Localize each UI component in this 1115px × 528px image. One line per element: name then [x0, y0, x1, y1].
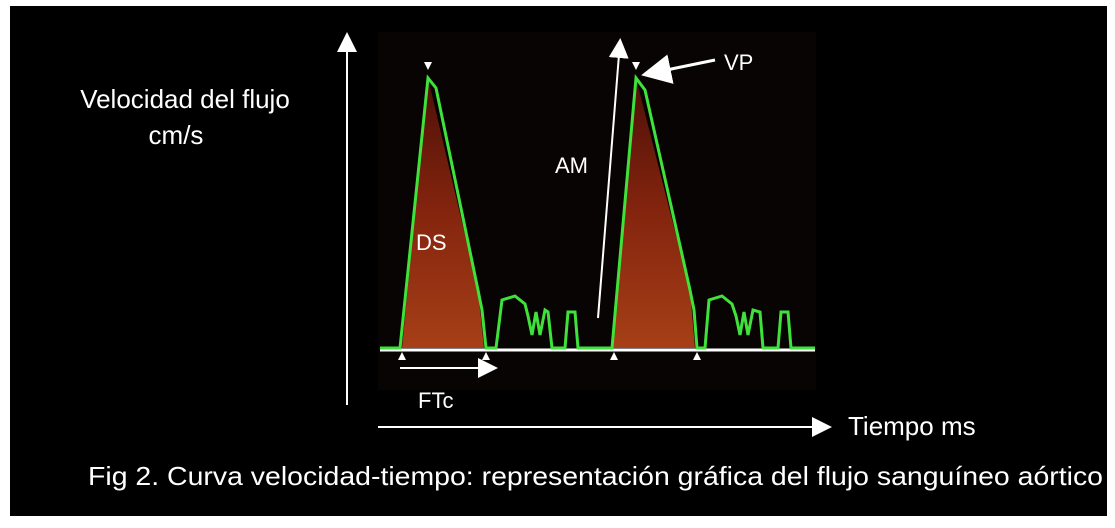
x-axis-label: Tiempo ms	[848, 411, 976, 441]
annotation-am: AM	[555, 153, 588, 178]
annotation-vp: VP	[724, 50, 753, 75]
annotation-ds: DS	[416, 230, 447, 255]
annotation-ftc: FTc	[418, 388, 453, 413]
y-axis-unit: cm/s	[149, 120, 204, 150]
caption: Fig 2. Curva velocidad-tiempo: represent…	[88, 461, 1103, 491]
figure: Velocidad del flujo cm/s Tiempo ms VP AM…	[0, 0, 1115, 528]
y-axis-label: Velocidad del flujo	[80, 84, 290, 114]
